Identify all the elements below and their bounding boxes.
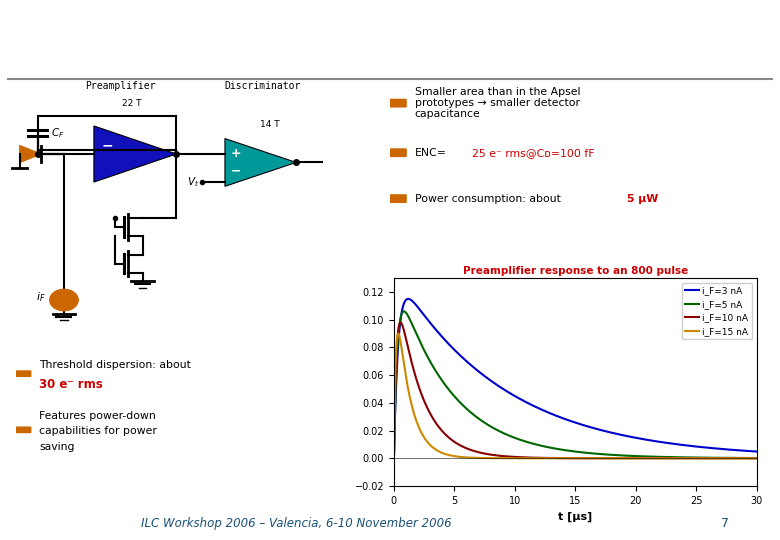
Line: i_F=10 nA: i_F=10 nA <box>394 322 757 458</box>
i_F=5 nA <box>389 455 399 462</box>
Text: 14 T: 14 T <box>260 120 280 130</box>
i_F=3 nA <box>752 448 761 455</box>
i_F=15 nA <box>675 455 684 462</box>
i_F=5 nA <box>556 446 566 453</box>
Line: i_F=3 nA: i_F=3 nA <box>394 299 757 458</box>
Title: Preamplifier response to an 800 pulse: Preamplifier response to an 800 pulse <box>463 266 688 276</box>
i_F=3 nA <box>403 295 413 302</box>
FancyBboxPatch shape <box>14 370 31 377</box>
i_F=10 nA <box>742 455 751 462</box>
i_F=15 nA <box>742 455 751 462</box>
i_F=5 nA <box>675 454 684 461</box>
i_F=5 nA <box>408 322 417 329</box>
Text: −: − <box>101 139 113 153</box>
i_F=10 nA <box>556 455 566 461</box>
i_F=15 nA <box>742 455 751 462</box>
Line: i_F=5 nA: i_F=5 nA <box>394 312 757 458</box>
i_F=5 nA <box>742 455 751 461</box>
Polygon shape <box>94 126 176 182</box>
i_F=3 nA <box>566 418 575 424</box>
i_F=5 nA <box>399 308 409 315</box>
i_F=15 nA <box>408 406 417 412</box>
Text: +: + <box>231 147 242 160</box>
Text: 22 T: 22 T <box>122 99 141 109</box>
Circle shape <box>50 289 78 310</box>
Text: $i_F$: $i_F$ <box>36 291 45 304</box>
Line: i_F=15 nA: i_F=15 nA <box>394 334 757 458</box>
Text: capacitance: capacitance <box>415 109 480 119</box>
Text: 7: 7 <box>722 517 729 530</box>
i_F=5 nA <box>752 455 761 461</box>
FancyBboxPatch shape <box>388 194 407 203</box>
i_F=10 nA <box>566 455 575 461</box>
i_F=10 nA <box>752 455 761 462</box>
Text: Preamplifier: Preamplifier <box>85 82 155 91</box>
Text: LC·Valencia: LC·Valencia <box>693 24 734 30</box>
i_F=15 nA <box>556 455 566 462</box>
Text: Discriminator: Discriminator <box>224 82 300 91</box>
Text: ILC Workshop 2006 – Valencia, 6-10 November 2006: ILC Workshop 2006 – Valencia, 6-10 Novem… <box>141 517 452 530</box>
i_F=10 nA <box>395 319 405 326</box>
FancyBboxPatch shape <box>388 99 407 107</box>
Text: prototypes → smaller detector: prototypes → smaller detector <box>415 98 580 108</box>
i_F=15 nA <box>394 330 403 337</box>
FancyBboxPatch shape <box>14 427 31 433</box>
Text: capabilities for power: capabilities for power <box>39 426 157 436</box>
i_F=15 nA <box>389 455 399 462</box>
Text: 5 μW: 5 μW <box>627 194 658 204</box>
Text: Threshold dispersion: about: Threshold dispersion: about <box>39 360 191 370</box>
FancyBboxPatch shape <box>388 148 407 157</box>
i_F=3 nA <box>408 298 417 305</box>
i_F=5 nA <box>566 448 575 454</box>
i_F=10 nA <box>389 455 399 462</box>
Text: Cell analog front-end: Cell analog front-end <box>169 24 517 52</box>
Text: $C_F$: $C_F$ <box>51 126 65 140</box>
i_F=15 nA <box>752 455 761 462</box>
Text: 06: 06 <box>707 51 721 62</box>
i_F=3 nA <box>556 414 566 421</box>
X-axis label: t [μs]: t [μs] <box>558 511 592 522</box>
Text: Features power-down: Features power-down <box>39 411 156 421</box>
Text: Power consumption: about: Power consumption: about <box>415 194 564 204</box>
i_F=10 nA <box>742 455 751 462</box>
i_F=3 nA <box>675 441 684 448</box>
i_F=3 nA <box>742 448 751 454</box>
Polygon shape <box>225 139 296 186</box>
Polygon shape <box>20 146 41 163</box>
Text: 30 e⁻ rms: 30 e⁻ rms <box>39 379 103 392</box>
Legend: i_F=3 nA, i_F=5 nA, i_F=10 nA, i_F=15 nA: i_F=3 nA, i_F=5 nA, i_F=10 nA, i_F=15 nA <box>682 282 752 339</box>
Text: ENC=: ENC= <box>415 148 447 158</box>
i_F=15 nA <box>566 455 575 462</box>
Text: −: − <box>231 165 242 178</box>
i_F=10 nA <box>408 363 417 369</box>
Text: Smaller area than in the Apsel: Smaller area than in the Apsel <box>415 87 580 97</box>
Text: saving: saving <box>39 442 74 451</box>
i_F=10 nA <box>675 455 684 462</box>
i_F=5 nA <box>742 455 751 461</box>
i_F=3 nA <box>742 448 751 454</box>
i_F=3 nA <box>389 455 399 462</box>
Text: $V_t$: $V_t$ <box>186 175 199 189</box>
Text: 25 e⁻ rms@Cᴅ=100 fF: 25 e⁻ rms@Cᴅ=100 fF <box>472 148 594 158</box>
